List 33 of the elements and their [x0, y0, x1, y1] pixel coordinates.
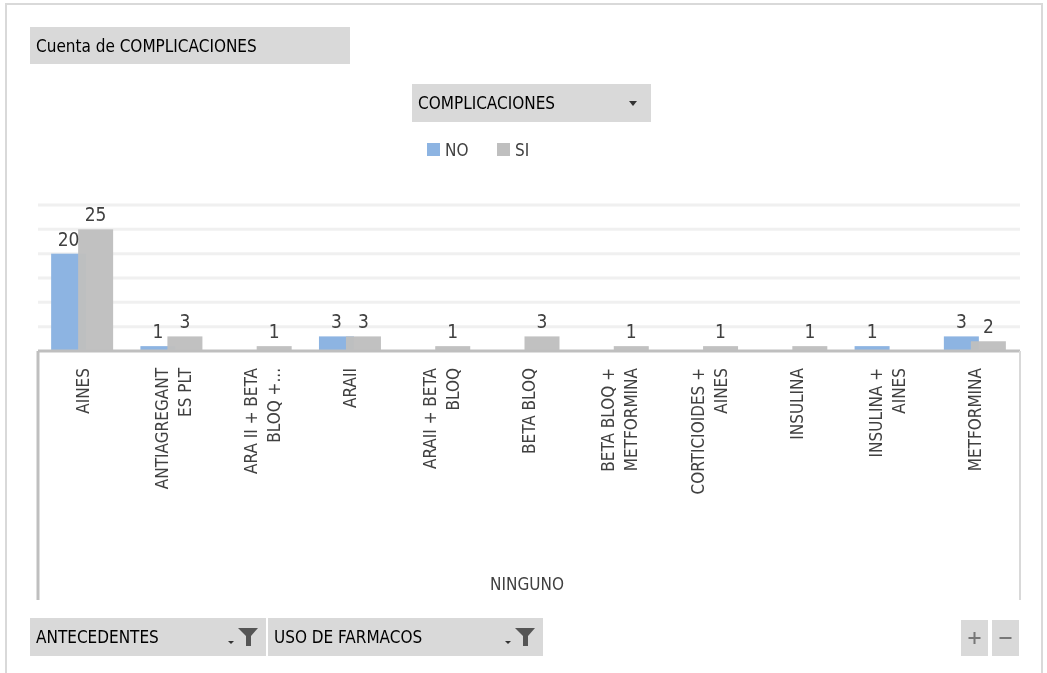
data-label: 1: [268, 320, 280, 343]
x-tick-label: BETA BLOQ + METFORMINA: [598, 367, 642, 472]
data-label: 3: [358, 310, 369, 333]
data-label: 2: [982, 315, 994, 338]
data-label: 1: [152, 320, 164, 343]
x-tick-label: INSULINA + AINES: [866, 368, 910, 458]
text: NINGUNO: [490, 574, 564, 594]
x-tick-label: INSULINA: [786, 367, 807, 440]
data-label: 1: [447, 320, 459, 343]
data-label: 3: [179, 310, 191, 333]
text: USO DE FARMACOS: [274, 627, 423, 647]
x-tick-label: ARAII + BETA BLOQ: [419, 367, 463, 470]
x-tick-label: METFORMINA: [965, 367, 986, 472]
x-tick-label: ARAII: [340, 368, 361, 408]
x-tick-label: ANTIAGREGANT ES PLT: [151, 367, 195, 490]
x-tick-label: ARA II + BETA BLOQ +...: [241, 367, 285, 474]
data-label: 1: [804, 320, 816, 343]
data-label: 25: [84, 203, 107, 226]
x-tick-label: CORTICIOIDES + AINES: [687, 368, 731, 495]
data-label: 1: [866, 320, 878, 343]
x-tick-label: AINES: [72, 368, 93, 414]
data-label: 3: [955, 310, 967, 333]
data-label: 1: [715, 320, 726, 343]
legend-label: SI: [515, 140, 530, 160]
data-label: 3: [331, 310, 342, 333]
legend-title: COMPLICACIONES: [418, 93, 556, 113]
data-label: 20: [57, 227, 80, 250]
data-label: 3: [536, 310, 548, 333]
text: ANTECEDENTES: [36, 627, 159, 647]
chart-title: Cuenta de COMPLICACIONES: [36, 35, 257, 56]
x-tick-label: BETA BLOQ: [519, 368, 539, 454]
data-label: 1: [625, 320, 637, 343]
legend-label: NO: [445, 140, 469, 160]
